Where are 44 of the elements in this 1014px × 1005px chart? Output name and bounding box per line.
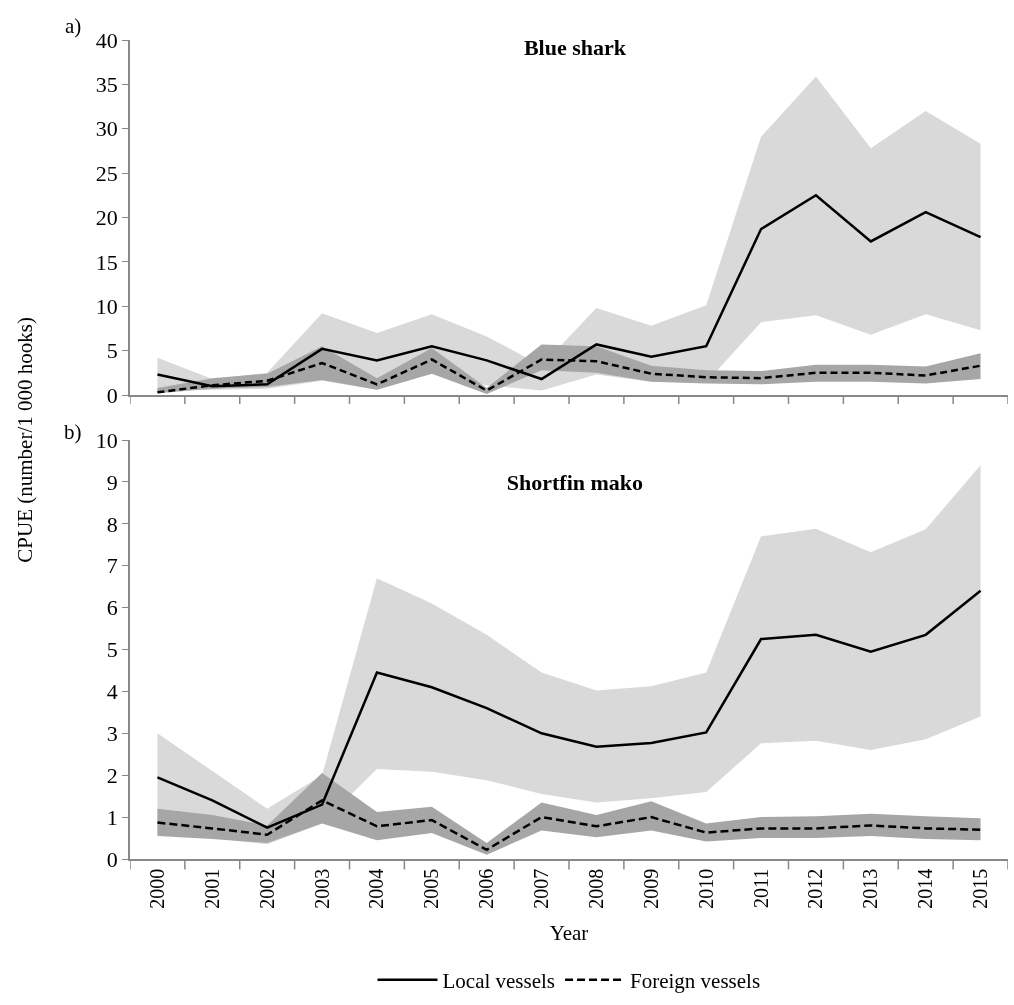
y-tick-label: 2 bbox=[106, 762, 118, 788]
x-tick-label: 2004 bbox=[365, 868, 388, 909]
x-tick-label: 2009 bbox=[639, 868, 662, 909]
x-axis-title: Year bbox=[549, 921, 589, 946]
y-tick-label: 25 bbox=[95, 160, 118, 186]
x-tick-label: 2014 bbox=[914, 868, 937, 909]
x-tick-label: 2008 bbox=[584, 868, 607, 909]
y-tick-label: 1 bbox=[106, 804, 118, 830]
y-tick-label: 8 bbox=[106, 511, 118, 537]
y-tick-label: 9 bbox=[106, 469, 118, 495]
text: a) bbox=[65, 14, 82, 38]
y-tick-label: 6 bbox=[106, 595, 118, 621]
y-tick-label: 5 bbox=[106, 637, 118, 663]
x-tick-label: 2010 bbox=[694, 868, 717, 909]
legend-label: Local vessels bbox=[442, 968, 556, 993]
x-tick-label: 2015 bbox=[969, 868, 992, 909]
x-tick-label: 2007 bbox=[530, 868, 553, 909]
y-tick-label: 35 bbox=[95, 72, 118, 98]
text: Shortfin mako bbox=[506, 469, 644, 495]
y-tick-label: 0 bbox=[106, 846, 118, 872]
legend-label: Foreign vessels bbox=[630, 968, 761, 993]
x-tick-label: 2013 bbox=[859, 868, 882, 909]
y-axis-title: CPUE (number/1 000 hooks) bbox=[12, 317, 37, 563]
x-tick-label: 2011 bbox=[749, 868, 772, 909]
x-tick-label: 2005 bbox=[420, 868, 443, 909]
text: b) bbox=[64, 420, 82, 444]
y-tick-label: 10 bbox=[95, 427, 118, 453]
x-tick-label: 2006 bbox=[475, 868, 498, 909]
y-tick-label: 10 bbox=[95, 293, 118, 319]
y-tick-label: 7 bbox=[106, 553, 118, 579]
x-tick-label: 2012 bbox=[804, 868, 827, 909]
x-tick-label: 2000 bbox=[145, 868, 168, 909]
y-tick-label: 5 bbox=[106, 338, 118, 364]
y-tick-label: 15 bbox=[95, 249, 118, 275]
x-tick-label: 2001 bbox=[200, 868, 223, 909]
y-tick-label: 20 bbox=[95, 205, 118, 231]
y-tick-label: 0 bbox=[106, 382, 118, 408]
y-tick-label: 40 bbox=[95, 27, 118, 53]
chart-title: Blue shark bbox=[523, 34, 627, 60]
y-tick-label: 3 bbox=[106, 721, 118, 746]
y-tick-label: 4 bbox=[106, 679, 118, 705]
y-tick-label: 30 bbox=[95, 116, 118, 142]
x-tick-label: 2002 bbox=[255, 868, 278, 909]
x-tick-label: 2003 bbox=[310, 868, 333, 909]
